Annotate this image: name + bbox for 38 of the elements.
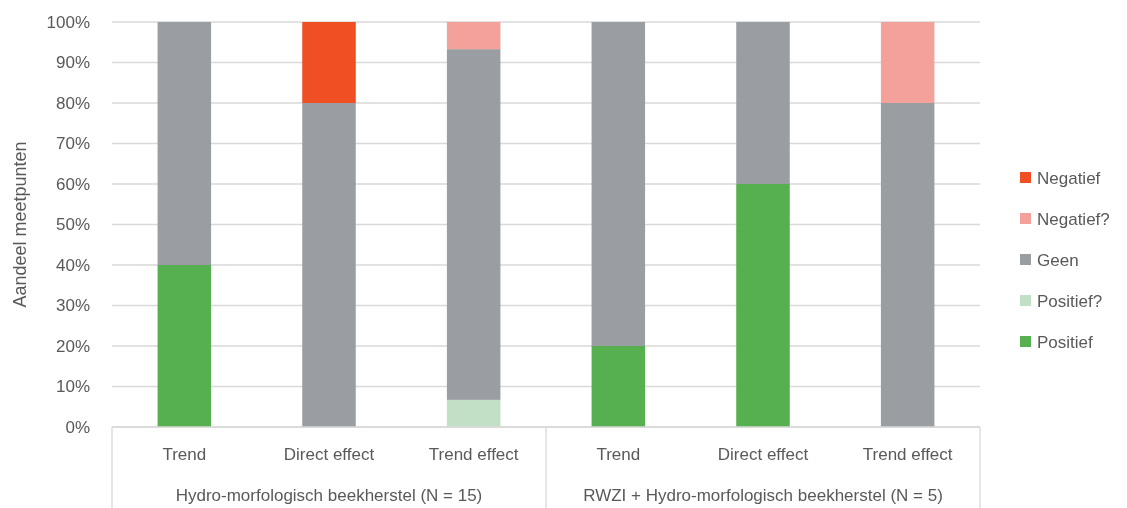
bar bbox=[157, 265, 212, 427]
bar bbox=[591, 22, 646, 346]
bar bbox=[736, 22, 790, 184]
bar bbox=[736, 184, 790, 427]
x-tick-label: Direct effect bbox=[283, 445, 375, 464]
legend-label: Positief bbox=[1037, 332, 1094, 352]
y-tick-label: 50% bbox=[55, 215, 90, 235]
bar bbox=[302, 22, 356, 103]
bar bbox=[302, 103, 356, 427]
y-tick-label: 0% bbox=[65, 417, 90, 437]
bar bbox=[880, 22, 935, 103]
x-tick-label: Trend effect bbox=[428, 445, 519, 464]
y-tick-label: 30% bbox=[55, 296, 90, 316]
x-tick-label: Direct effect bbox=[717, 445, 809, 464]
legend-label: Positief? bbox=[1037, 291, 1103, 311]
y-tick-label: 90% bbox=[55, 53, 90, 73]
bar bbox=[880, 103, 935, 427]
legend-label: Geen bbox=[1037, 250, 1079, 270]
bar bbox=[446, 49, 501, 400]
legend-label: Negatief bbox=[1037, 168, 1101, 188]
x-tick-label: Trend bbox=[596, 445, 641, 464]
bar bbox=[591, 346, 646, 427]
legend-label: Negatief? bbox=[1037, 209, 1110, 229]
y-tick-label: 20% bbox=[55, 336, 90, 356]
bar bbox=[157, 22, 212, 265]
x-tick-label: Trend effect bbox=[862, 445, 953, 464]
y-tick-label: 10% bbox=[55, 377, 90, 397]
bar bbox=[446, 399, 501, 427]
y-tick-label: 60% bbox=[55, 174, 90, 194]
bar bbox=[446, 22, 501, 50]
text: RWZI + Hydro-morfologisch beekherstel (N = 5) bbox=[583, 486, 943, 505]
y-tick-label: 80% bbox=[55, 93, 90, 113]
y-tick-label: 100% bbox=[46, 12, 90, 32]
y-tick-label: 70% bbox=[55, 134, 90, 154]
y-axis-title: Aandeel meetpunten bbox=[10, 141, 30, 308]
text: Hydro-morfologisch beekherstel (N = 15) bbox=[175, 486, 483, 505]
y-tick-label: 40% bbox=[55, 255, 90, 275]
x-tick-label: Trend bbox=[162, 445, 207, 464]
